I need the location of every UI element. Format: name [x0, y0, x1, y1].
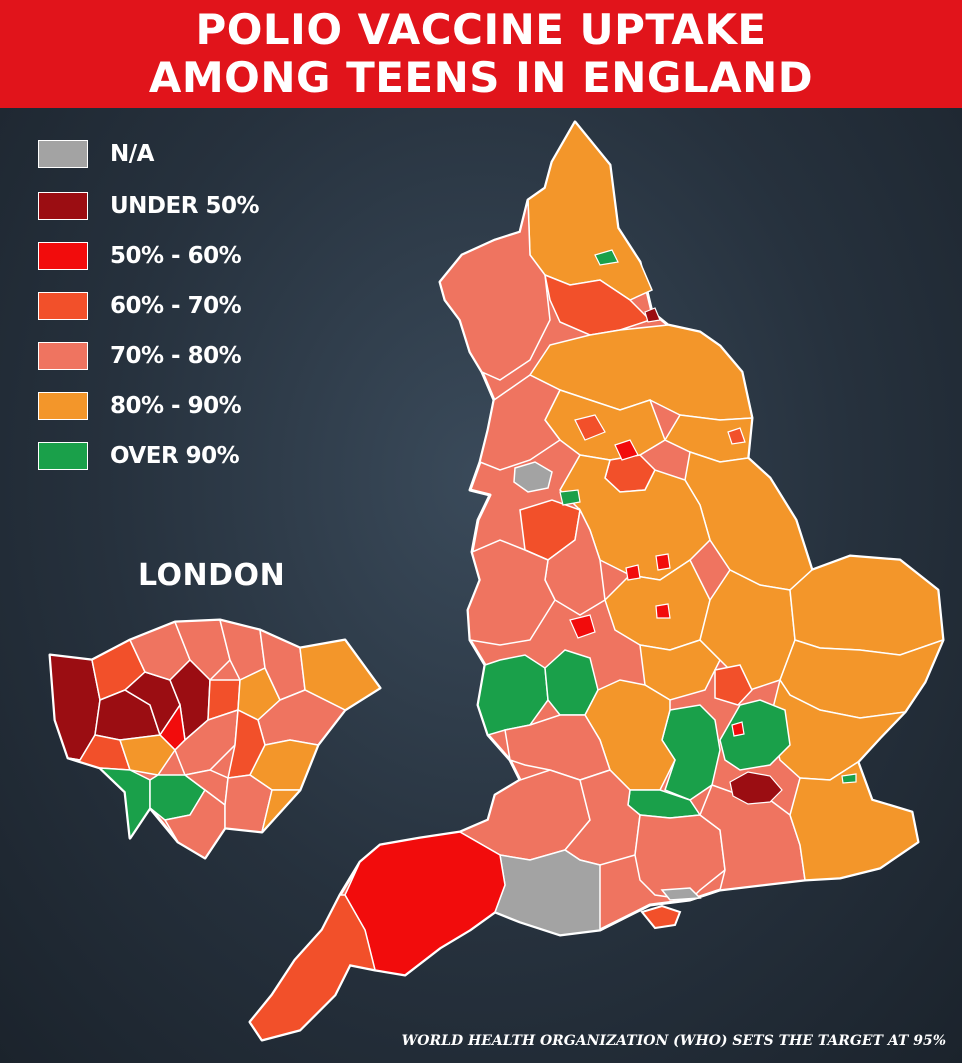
region-teesside [644, 307, 661, 323]
region-na-north [513, 461, 553, 493]
region-leicester [655, 603, 671, 619]
region-isle-of-wight [640, 904, 682, 930]
region-stoke [625, 564, 641, 581]
region-bedfordshire [714, 664, 753, 706]
region-shropshire [467, 539, 556, 646]
title-banner: POLIO VACCINE UPTAKE AMONG TEENS IN ENGL… [0, 0, 962, 108]
legend-label: UNDER 50% [110, 193, 260, 219]
region-northumberland [527, 120, 653, 301]
region-luton [731, 721, 745, 737]
borough-havering [299, 639, 382, 711]
region-lancashire [479, 374, 562, 471]
legend-item-60-70: 60% - 70% [38, 292, 242, 320]
legend-swatch [38, 242, 88, 270]
region-leeds [614, 439, 639, 461]
legend-swatch [38, 192, 88, 220]
london-inset [48, 618, 382, 860]
legend-item-50-60: 50% - 60% [38, 242, 242, 270]
legend-label: 80% - 90% [110, 393, 242, 419]
region-nottingham [655, 553, 671, 571]
region-salford [559, 489, 581, 506]
legend-label: N/A [110, 141, 154, 167]
region-dorset [494, 849, 601, 936]
region-herefordshire [477, 654, 549, 736]
legend-label: 70% - 80% [110, 343, 242, 369]
legend-item-80-90: 80% - 90% [38, 392, 242, 420]
legend-item-under-50: UNDER 50% [38, 192, 260, 220]
region-durham [543, 273, 652, 336]
title-line-2: AMONG TEENS IN ENGLAND [148, 53, 814, 102]
borough-hammersmith [118, 734, 176, 776]
region-cumbria [439, 199, 551, 381]
legend-item-na: N/A [38, 140, 154, 168]
legend-swatch [38, 342, 88, 370]
region-hull [727, 427, 746, 445]
region-tyneside [594, 249, 619, 266]
legend-swatch [38, 292, 88, 320]
region-kent [789, 760, 919, 881]
legend-swatch [38, 140, 88, 168]
region-birmingham [569, 614, 596, 639]
london-inset-title: LONDON [138, 558, 286, 593]
legend-swatch [38, 442, 88, 470]
region-hertfordshire [719, 699, 791, 771]
region-cornwall [249, 894, 377, 1041]
footnote: WORLD HEALTH ORGANIZATION (WHO) SETS THE… [401, 1033, 946, 1049]
region-norfolk [789, 555, 944, 656]
legend-label: 60% - 70% [110, 293, 242, 319]
borough-haringey [173, 619, 231, 682]
legend-swatch [38, 392, 88, 420]
region-bradford [574, 414, 606, 441]
legend-label: 50% - 60% [110, 243, 242, 269]
legend-item-over-90: OVER 90% [38, 442, 240, 470]
region-na-south [660, 887, 702, 901]
region-thurrock [841, 773, 857, 784]
title-line-1: POLIO VACCINE UPTAKE [195, 5, 767, 54]
region-london [729, 771, 783, 805]
borough-bromley [261, 789, 302, 833]
legend-label: OVER 90% [110, 443, 240, 469]
legend-item-70-80: 70% - 80% [38, 342, 242, 370]
